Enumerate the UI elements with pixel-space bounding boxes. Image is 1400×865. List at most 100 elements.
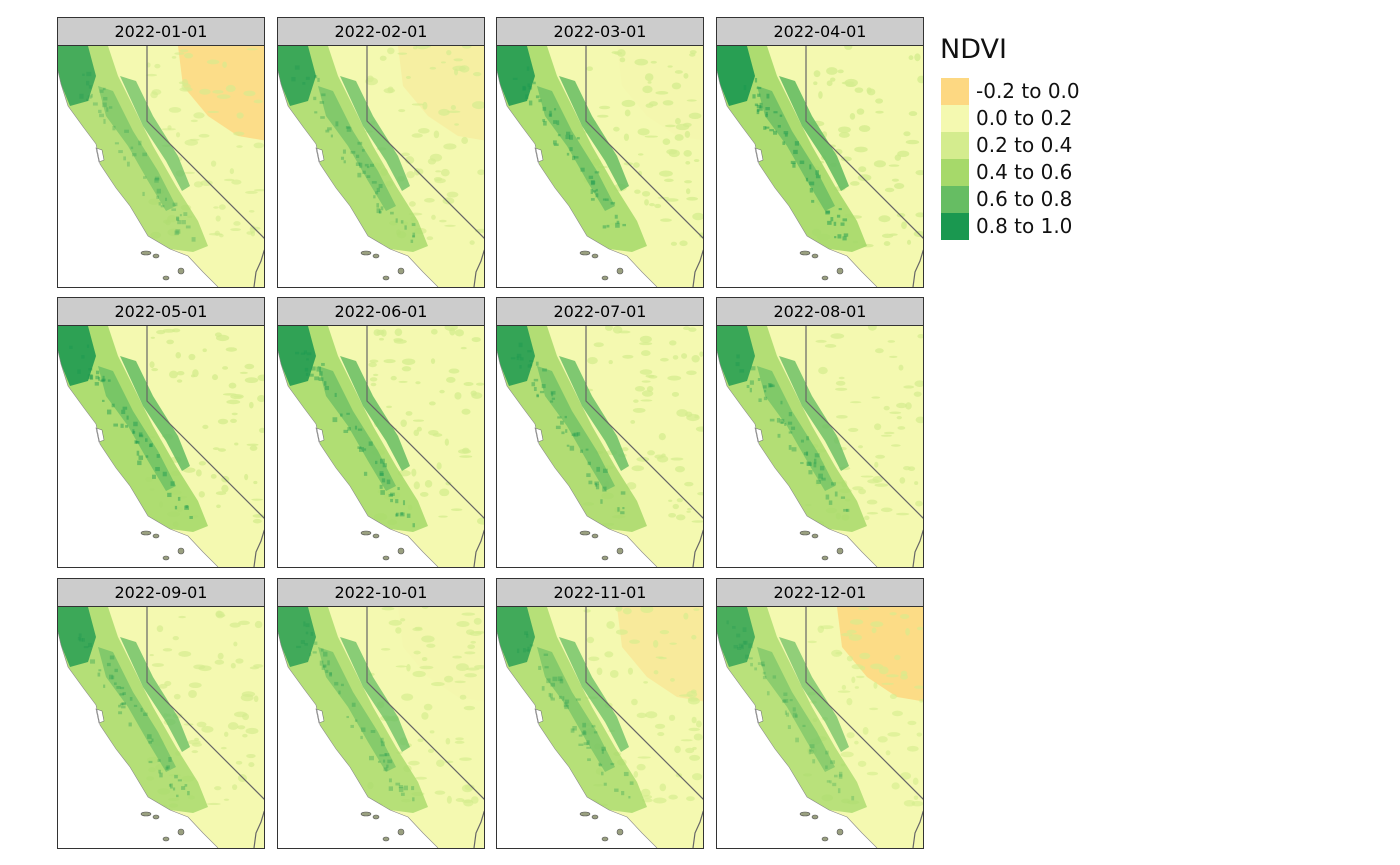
ndvi-map (496, 606, 704, 849)
island (579, 530, 591, 536)
facet-strip-label: 2022-11-01 (496, 578, 704, 607)
facet-strip-label: 2022-02-01 (277, 17, 485, 46)
coastline (497, 631, 658, 848)
island (601, 836, 609, 842)
state-border (146, 607, 264, 848)
ndvi-map (57, 325, 265, 568)
facet-panel: 2022-11-01 (496, 578, 704, 849)
legend-swatch (941, 105, 969, 132)
legend-label: -0.2 to 0.0 (976, 79, 1080, 103)
facet-strip-label: 2022-08-01 (716, 297, 924, 326)
island (177, 547, 185, 555)
ndvi-map (277, 325, 485, 568)
coastline (497, 70, 658, 287)
bay (95, 147, 105, 163)
legend-label: 0.6 to 0.8 (976, 187, 1073, 211)
island (836, 547, 844, 555)
bay (754, 147, 764, 163)
ocean (497, 632, 657, 848)
bay (754, 708, 764, 724)
island (162, 555, 170, 561)
legend-swatch (941, 132, 969, 159)
island (836, 828, 844, 836)
facet-panel: 2022-12-01 (716, 578, 924, 849)
valley-vegetation (757, 366, 835, 491)
legend-label: 0.8 to 1.0 (976, 214, 1073, 238)
island (579, 250, 591, 256)
ocean (717, 632, 877, 848)
forest-vegetation (278, 326, 316, 386)
facet-strip-label: 2022-05-01 (57, 297, 265, 326)
sierra-vegetation (559, 356, 629, 471)
valley-vegetation (318, 647, 396, 772)
sierra-vegetation (120, 76, 190, 191)
island (397, 267, 405, 275)
island (360, 811, 372, 817)
legend-swatch (941, 78, 969, 105)
island (372, 814, 380, 820)
island (616, 547, 624, 555)
island (811, 814, 819, 820)
sierra-vegetation (340, 356, 410, 471)
coastline (58, 70, 219, 287)
ocean (717, 71, 877, 287)
ndvi-map (496, 45, 704, 288)
state-border (585, 46, 703, 287)
state-border (366, 326, 484, 567)
state-border (585, 607, 703, 848)
forest-vegetation (717, 46, 755, 106)
coastline (717, 70, 878, 287)
bay (534, 427, 544, 443)
facet-strip-label: 2022-04-01 (716, 17, 924, 46)
legend-swatch (941, 186, 969, 213)
sierra-vegetation (779, 356, 849, 471)
ocean (497, 351, 657, 567)
ocean (717, 351, 877, 567)
ocean (278, 632, 438, 848)
state-border (366, 46, 484, 287)
bay (315, 427, 325, 443)
bay (95, 427, 105, 443)
island (397, 547, 405, 555)
island (372, 533, 380, 539)
island (601, 275, 609, 281)
dense-vegetation-speckles (510, 342, 626, 515)
dense-vegetation-speckles (743, 77, 849, 241)
valley-vegetation (98, 647, 176, 772)
island (177, 267, 185, 275)
vegetation-patches (583, 326, 703, 526)
state-border (805, 46, 923, 287)
dense-vegetation-speckles (77, 633, 190, 798)
dense-vegetation-speckles (79, 71, 196, 242)
island (152, 533, 160, 539)
island (372, 253, 380, 259)
island (382, 555, 390, 561)
island (591, 814, 599, 820)
facet-strip-label: 2022-01-01 (57, 17, 265, 46)
bay (315, 708, 325, 724)
island (616, 267, 624, 275)
island (177, 828, 185, 836)
island (360, 530, 372, 536)
ndvi-map (57, 606, 265, 849)
forest-vegetation (58, 607, 96, 667)
dense-vegetation-speckles (516, 631, 634, 799)
island (360, 250, 372, 256)
state-border (805, 607, 923, 848)
ocean (497, 71, 657, 287)
island (162, 275, 170, 281)
legend-label: 0.4 to 0.6 (976, 160, 1073, 184)
island (579, 811, 591, 817)
coastline (58, 631, 219, 848)
dense-vegetation-speckles (512, 66, 626, 229)
island (140, 811, 152, 817)
ndvi-map (496, 325, 704, 568)
sierra-vegetation (779, 76, 849, 191)
forest-vegetation (58, 326, 96, 386)
island (821, 275, 829, 281)
state-border (366, 607, 484, 848)
forest-vegetation (497, 326, 535, 386)
valley-vegetation (537, 366, 615, 491)
island (799, 811, 811, 817)
coastline (717, 631, 878, 848)
